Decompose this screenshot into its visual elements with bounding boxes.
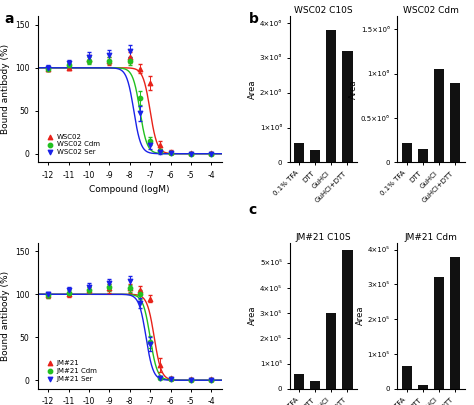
JM#21 Cdm xyxy=(45,292,52,298)
Y-axis label: Bound antibody (%): Bound antibody (%) xyxy=(0,271,9,361)
JM#21 xyxy=(106,285,113,292)
Title: WSC02 C10S: WSC02 C10S xyxy=(294,6,353,15)
Bar xyxy=(342,51,353,162)
Text: c: c xyxy=(249,202,257,217)
WSC02 Ser xyxy=(85,53,93,60)
WSC02 Ser xyxy=(106,52,113,58)
WSC02 xyxy=(146,80,154,87)
Bar xyxy=(434,277,444,389)
Bar xyxy=(326,30,337,162)
Bar xyxy=(294,374,304,389)
WSC02 Cdm xyxy=(167,149,174,156)
Y-axis label: Area: Area xyxy=(349,79,358,99)
WSC02 Ser xyxy=(136,110,144,117)
Bar xyxy=(450,257,460,389)
Bar xyxy=(310,150,320,162)
JM#21 xyxy=(146,295,154,302)
JM#21 Cdm xyxy=(136,291,144,298)
JM#21 xyxy=(167,375,174,382)
WSC02 xyxy=(187,149,195,156)
WSC02 Ser xyxy=(187,151,195,157)
WSC02 Ser xyxy=(156,149,164,155)
WSC02 xyxy=(45,65,52,72)
Bar xyxy=(418,149,428,162)
JM#21 Cdm xyxy=(126,285,134,292)
WSC02 xyxy=(167,149,174,155)
JM#21 Cdm xyxy=(106,284,113,291)
WSC02 xyxy=(85,56,93,62)
Title: WSC02 Cdm: WSC02 Cdm xyxy=(403,6,459,15)
WSC02 Cdm xyxy=(65,62,73,68)
X-axis label: Compound (logM): Compound (logM) xyxy=(90,185,170,194)
JM#21 xyxy=(126,285,134,292)
JM#21 Ser xyxy=(167,376,174,383)
WSC02 Ser xyxy=(45,64,52,71)
WSC02 Cdm xyxy=(126,58,134,64)
WSC02 Cdm xyxy=(85,58,93,64)
WSC02 Ser xyxy=(146,142,154,148)
JM#21 Ser xyxy=(45,291,52,298)
JM#21 Ser xyxy=(65,287,73,293)
WSC02 xyxy=(126,54,134,61)
JM#21 xyxy=(45,292,52,298)
JM#21 Ser xyxy=(106,280,113,286)
Text: a: a xyxy=(5,12,14,26)
WSC02 xyxy=(136,65,144,72)
JM#21 xyxy=(136,287,144,293)
JM#21 Ser xyxy=(85,284,93,291)
JM#21 Ser xyxy=(187,377,195,384)
JM#21 Ser xyxy=(156,374,164,381)
WSC02 Cdm xyxy=(106,58,113,64)
JM#21 Cdm xyxy=(187,377,195,384)
WSC02 xyxy=(156,142,164,148)
JM#21 xyxy=(156,362,164,368)
JM#21 Ser xyxy=(208,377,215,384)
Text: b: b xyxy=(249,12,259,26)
JM#21 xyxy=(85,287,93,293)
Y-axis label: Area: Area xyxy=(248,306,257,326)
JM#21 Cdm xyxy=(65,289,73,296)
Bar xyxy=(401,143,412,162)
WSC02 Cdm xyxy=(187,151,195,157)
JM#21 Cdm xyxy=(146,338,154,345)
WSC02 xyxy=(106,58,113,64)
Bar xyxy=(434,69,444,162)
JM#21 xyxy=(65,291,73,298)
JM#21 Ser xyxy=(146,341,154,347)
Title: JM#21 C10S: JM#21 C10S xyxy=(295,233,351,242)
JM#21 xyxy=(208,376,215,383)
WSC02 Ser xyxy=(126,47,134,54)
Legend: JM#21, JM#21 Cdm, JM#21 Ser: JM#21, JM#21 Cdm, JM#21 Ser xyxy=(45,360,99,382)
Y-axis label: Area: Area xyxy=(248,79,257,99)
Legend: WSC02, WSC02 Cdm, WSC02 Ser: WSC02, WSC02 Cdm, WSC02 Ser xyxy=(45,133,100,156)
WSC02 Cdm xyxy=(146,138,154,144)
JM#21 xyxy=(187,376,195,383)
WSC02 Ser xyxy=(65,60,73,67)
Y-axis label: Area: Area xyxy=(356,306,365,326)
WSC02 Ser xyxy=(208,151,215,157)
JM#21 Cdm xyxy=(208,377,215,384)
WSC02 Ser xyxy=(167,149,174,156)
WSC02 Cdm xyxy=(45,65,52,72)
WSC02 Cdm xyxy=(156,148,164,154)
JM#21 Cdm xyxy=(85,287,93,293)
Title: JM#21 Cdm: JM#21 Cdm xyxy=(404,233,457,242)
WSC02 Cdm xyxy=(208,151,215,157)
WSC02 xyxy=(208,149,215,156)
Bar xyxy=(342,250,353,389)
JM#21 Cdm xyxy=(167,376,174,383)
JM#21 Ser xyxy=(126,278,134,285)
WSC02 xyxy=(65,64,73,71)
Bar xyxy=(310,381,320,389)
WSC02 Cdm xyxy=(136,95,144,101)
Bar xyxy=(418,385,428,389)
Bar xyxy=(401,366,412,389)
Y-axis label: Bound antibody (%): Bound antibody (%) xyxy=(0,44,9,134)
JM#21 Cdm xyxy=(156,374,164,381)
JM#21 Ser xyxy=(136,300,144,306)
Bar xyxy=(326,313,337,389)
Bar xyxy=(450,83,460,162)
Bar xyxy=(294,143,304,162)
